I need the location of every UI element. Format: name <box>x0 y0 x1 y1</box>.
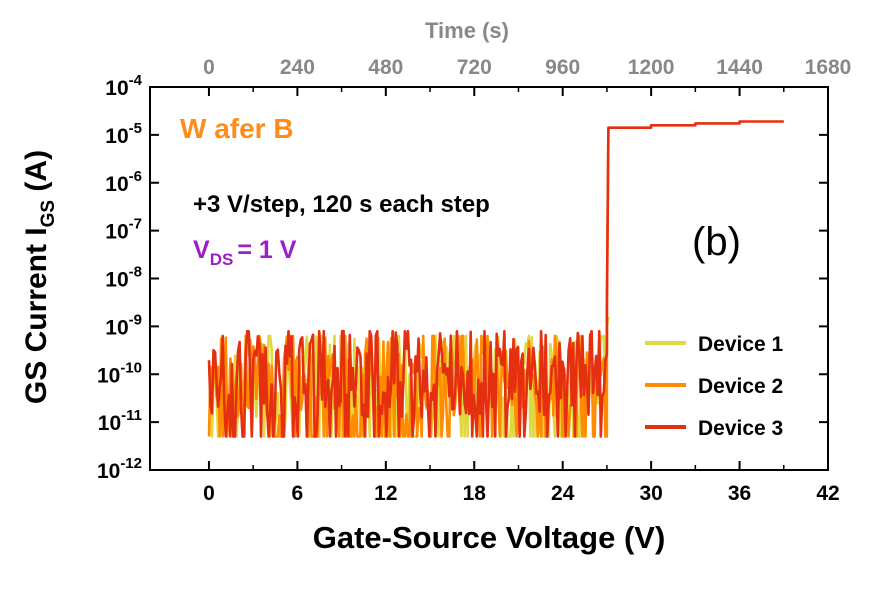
vds-value: = 1 V <box>237 236 296 264</box>
legend-label-3: Device 3 <box>698 417 783 440</box>
x2-tick-label: 1200 <box>628 56 675 79</box>
y-tick-label: 10-4 <box>105 72 142 100</box>
legend-label-2: Device 2 <box>698 375 783 398</box>
x-axis-title: Gate-Source Voltage (V) <box>313 520 666 555</box>
y-tick-label: 10-5 <box>105 120 142 148</box>
series-line-3 <box>207 120 784 438</box>
step-annotation: +3 V/step, 120 s each step <box>193 191 490 218</box>
x2-tick-label: 960 <box>545 56 580 79</box>
x-tick-label: 0 <box>203 482 215 505</box>
x2-tick-label: 240 <box>280 56 315 79</box>
x2-tick-label: 1680 <box>805 56 852 79</box>
x-tick-label: 18 <box>463 482 487 505</box>
x2-axis-title: Time (s) <box>425 18 509 43</box>
series-layer <box>207 120 784 438</box>
y-tick-label: 10-7 <box>105 216 142 244</box>
y-axis-title-sub: GS <box>38 200 59 227</box>
x2-tick-label: 0 <box>203 56 215 79</box>
x-tick-label: 24 <box>551 482 575 505</box>
y-tick-label: 10-12 <box>97 455 142 483</box>
y-axis-title-main: GS Current I <box>20 227 53 404</box>
axes-layer: 0 6 12 18 24 30 36 42 0 240 480 720 960 1200 1440 1680 1… <box>97 56 851 505</box>
y-tick-label: 10-8 <box>105 264 142 292</box>
vds-annotation: VDS = 1 V <box>193 236 297 269</box>
y-axis-title: GS Current IGS (A) <box>20 150 59 404</box>
x-tick-label: 42 <box>816 482 839 505</box>
y-tick-label: 10-6 <box>105 168 142 196</box>
y-tick-label: 10-11 <box>98 407 142 435</box>
x-tick-label: 12 <box>374 482 397 505</box>
wafer-annotation: W afer B <box>180 113 294 144</box>
vds-main: V <box>193 236 210 264</box>
panel-label: (b) <box>692 220 741 264</box>
x2-tick-label: 720 <box>457 56 492 79</box>
y-axis-title-unit: (A) <box>20 150 53 200</box>
legend: Device 1 Device 2 Device 3 <box>645 333 784 440</box>
y-tick-label: 10-10 <box>97 359 142 387</box>
vds-sub: DS <box>210 250 234 269</box>
legend-label-1: Device 1 <box>698 333 784 356</box>
x-tick-label: 36 <box>728 482 751 505</box>
y-tick-label: 10-9 <box>105 311 142 339</box>
x-tick-label: 30 <box>639 482 662 505</box>
x2-tick-label: 480 <box>368 56 403 79</box>
x2-tick-label: 1440 <box>716 56 763 79</box>
x-tick-label: 6 <box>292 482 304 505</box>
